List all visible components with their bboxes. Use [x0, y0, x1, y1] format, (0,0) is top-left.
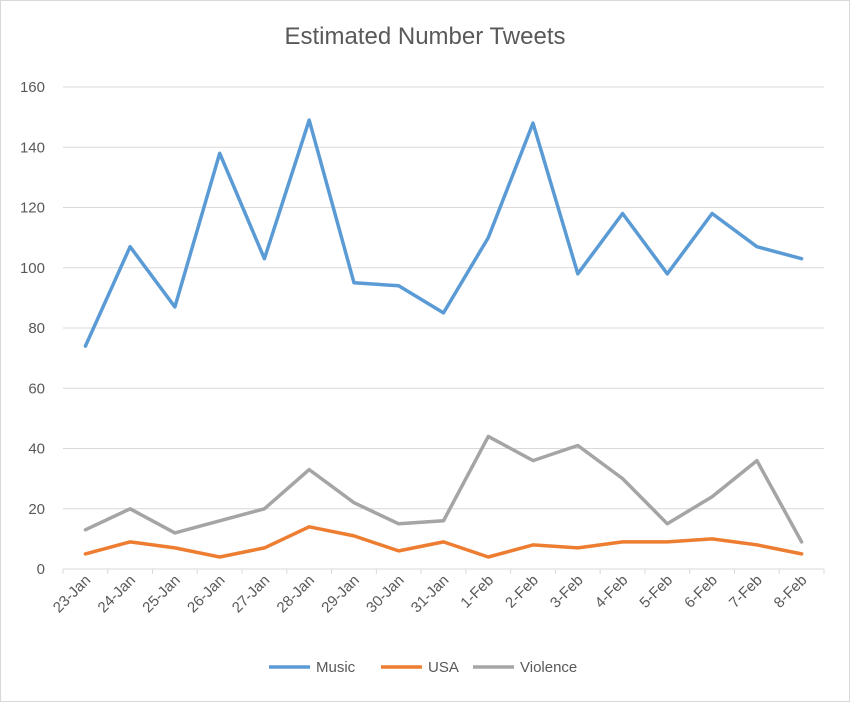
y-tick-label: 100 [20, 260, 45, 277]
x-tick-label: 2-Feb [502, 572, 542, 612]
y-tick-label: 140 [20, 139, 45, 156]
series-lines [83, 118, 804, 559]
y-axis: 0 20 40 60 80 100 120 140 160 [20, 79, 45, 578]
chart-title: Estimated Number Tweets [284, 23, 566, 50]
series-line-music [83, 118, 804, 348]
x-tick-label: 27-Jan [229, 572, 273, 616]
x-tick-label: 31-Jan [408, 572, 452, 616]
y-tick-label: 20 [28, 501, 45, 518]
y-tick-label: 80 [28, 320, 45, 337]
x-axis: 23-Jan 24-Jan 25-Jan 26-Jan 27-Jan 28-Jan 29-J… [50, 568, 825, 616]
y-tick-label: 120 [20, 200, 45, 217]
legend: Music USA Violence [269, 659, 577, 676]
x-tick-label: 1-Feb [457, 572, 497, 612]
x-tick-label: 23-Jan [50, 572, 94, 616]
x-tick-label: 28-Jan [274, 572, 318, 616]
x-tick-label: 24-Jan [95, 572, 139, 616]
x-tick-label: 4-Feb [592, 572, 632, 612]
x-tick-label: 5-Feb [636, 572, 676, 612]
gridlines [63, 86, 824, 510]
x-tick-label: 30-Jan [363, 572, 407, 616]
legend-label-violence: Violence [520, 659, 577, 676]
y-tick-label: 0 [37, 561, 45, 578]
x-tick-label: 25-Jan [139, 572, 183, 616]
x-tick-label: 26-Jan [184, 572, 228, 616]
x-tick-label: 6-Feb [681, 572, 721, 612]
y-tick-label: 40 [28, 441, 45, 458]
legend-label-usa: USA [428, 659, 459, 676]
x-tick-label: 7-Feb [726, 572, 766, 612]
series-line-violence [83, 434, 804, 544]
y-tick-label: 160 [20, 79, 45, 96]
x-tick-label: 8-Feb [771, 572, 811, 612]
legend-label-music: Music [316, 659, 356, 676]
series-line-usa [83, 525, 804, 559]
x-tick-label: 3-Feb [547, 572, 587, 612]
y-tick-label: 60 [28, 380, 45, 397]
x-tick-label: 29-Jan [318, 572, 362, 616]
